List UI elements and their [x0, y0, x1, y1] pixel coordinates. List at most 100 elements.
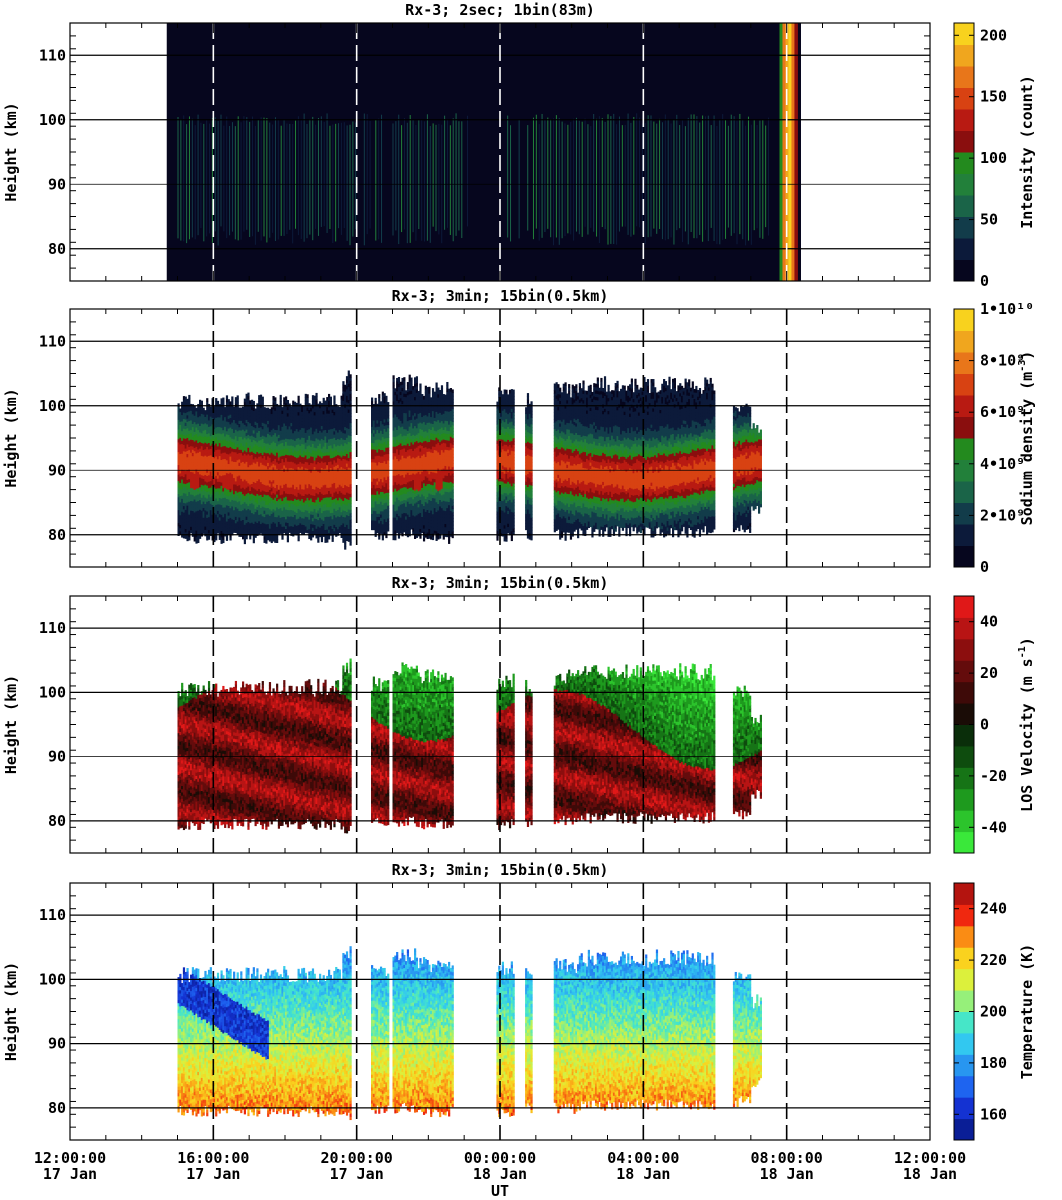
data-cell [350, 416, 352, 420]
data-cell [350, 413, 352, 417]
intensity-column [312, 117, 313, 240]
intensity-column [370, 121, 371, 229]
data-cell [350, 423, 352, 427]
intensity-column [341, 123, 342, 235]
data-cell [350, 510, 352, 514]
data-cell [274, 397, 276, 401]
intensity-column [232, 122, 233, 231]
data-cell [350, 477, 352, 481]
data-cell [328, 536, 330, 540]
intensity-column [286, 123, 287, 234]
data-cell [350, 381, 352, 385]
intensity-column [438, 124, 439, 235]
intensity-column [608, 114, 609, 244]
data-cell [350, 397, 352, 401]
intensity-column [378, 118, 379, 239]
data-cell [350, 503, 352, 507]
intensity-column [737, 121, 738, 245]
data-cell [350, 519, 352, 523]
data-cell [265, 540, 267, 544]
intensity-column [694, 114, 695, 238]
data-cell [222, 398, 224, 402]
data-cell [332, 535, 334, 539]
data-cell [350, 426, 352, 430]
intensity-column [456, 113, 457, 236]
colorbar-swatch [954, 152, 974, 174]
intensity-column [447, 119, 448, 228]
intensity-column [301, 120, 302, 239]
data-cell [262, 397, 264, 401]
data-cell [348, 371, 350, 375]
intensity-column [229, 126, 230, 235]
colorbar-swatch [954, 109, 974, 131]
intensity-column [556, 115, 557, 237]
intensity-column [679, 125, 680, 228]
intensity-column [344, 122, 345, 228]
saturated-band [788, 23, 791, 281]
intensity-column [180, 119, 181, 241]
intensity-column [596, 119, 597, 237]
x-axis-label: UT [491, 1182, 509, 1200]
data-cell [247, 393, 249, 397]
intensity-column [192, 119, 193, 238]
data-cell [222, 539, 224, 543]
colorbar-tick-label: 100 [980, 149, 1007, 167]
data-cell [350, 500, 352, 504]
data-cell [333, 399, 335, 403]
intensity-column [625, 125, 626, 227]
y-tick-label: 110 [39, 46, 66, 64]
intensity-column [246, 117, 247, 230]
colorbar-tick-label: 50 [980, 211, 998, 229]
data-cell [350, 490, 352, 494]
intensity-column [298, 116, 299, 235]
data-cell [350, 468, 352, 472]
intensity-column [671, 123, 672, 237]
data-cell [253, 401, 255, 405]
data-cell [317, 539, 319, 543]
data-cell [281, 536, 283, 540]
data-cell [244, 541, 246, 545]
intensity-column [295, 121, 296, 229]
data-cell [350, 516, 352, 520]
data-cell [315, 393, 317, 397]
intensity-column [206, 120, 207, 236]
data-cell [206, 398, 208, 402]
data-cell [350, 484, 352, 488]
intensity-column [711, 125, 712, 228]
intensity-column [272, 124, 273, 232]
colorbar: 050100150200Intensity (count) [954, 23, 1036, 290]
intensity-column [633, 117, 634, 235]
data-cell [287, 539, 289, 543]
intensity-column [696, 116, 697, 238]
data-cell [350, 432, 352, 436]
intensity-column [559, 118, 560, 245]
intensity-column [450, 125, 451, 235]
intensity-column [329, 126, 330, 229]
data-cell [280, 398, 282, 402]
intensity-column [278, 120, 279, 240]
colorbar-swatch [954, 260, 974, 282]
intensity-column [352, 121, 353, 236]
intensity-column [682, 121, 683, 243]
intensity-column [613, 114, 614, 244]
intensity-column [315, 125, 316, 229]
intensity-column [444, 116, 445, 230]
data-cell [307, 394, 309, 398]
data-cell [298, 396, 300, 400]
intensity-column [461, 121, 462, 238]
intensity-column [275, 117, 276, 241]
data-cell [350, 507, 352, 511]
intensity-column [576, 118, 577, 232]
intensity-column [639, 118, 640, 228]
data-cell [315, 396, 317, 400]
data-cell [229, 537, 231, 541]
intensity-column [751, 125, 752, 245]
intensity-column [547, 118, 548, 229]
y-axis-label: Height (km) [2, 102, 20, 201]
data-cell [350, 374, 352, 378]
intensity-column [249, 122, 250, 237]
intensity-column [768, 118, 769, 236]
intensity-column [243, 116, 244, 231]
data-cell [350, 494, 352, 498]
intensity-column [765, 126, 766, 228]
